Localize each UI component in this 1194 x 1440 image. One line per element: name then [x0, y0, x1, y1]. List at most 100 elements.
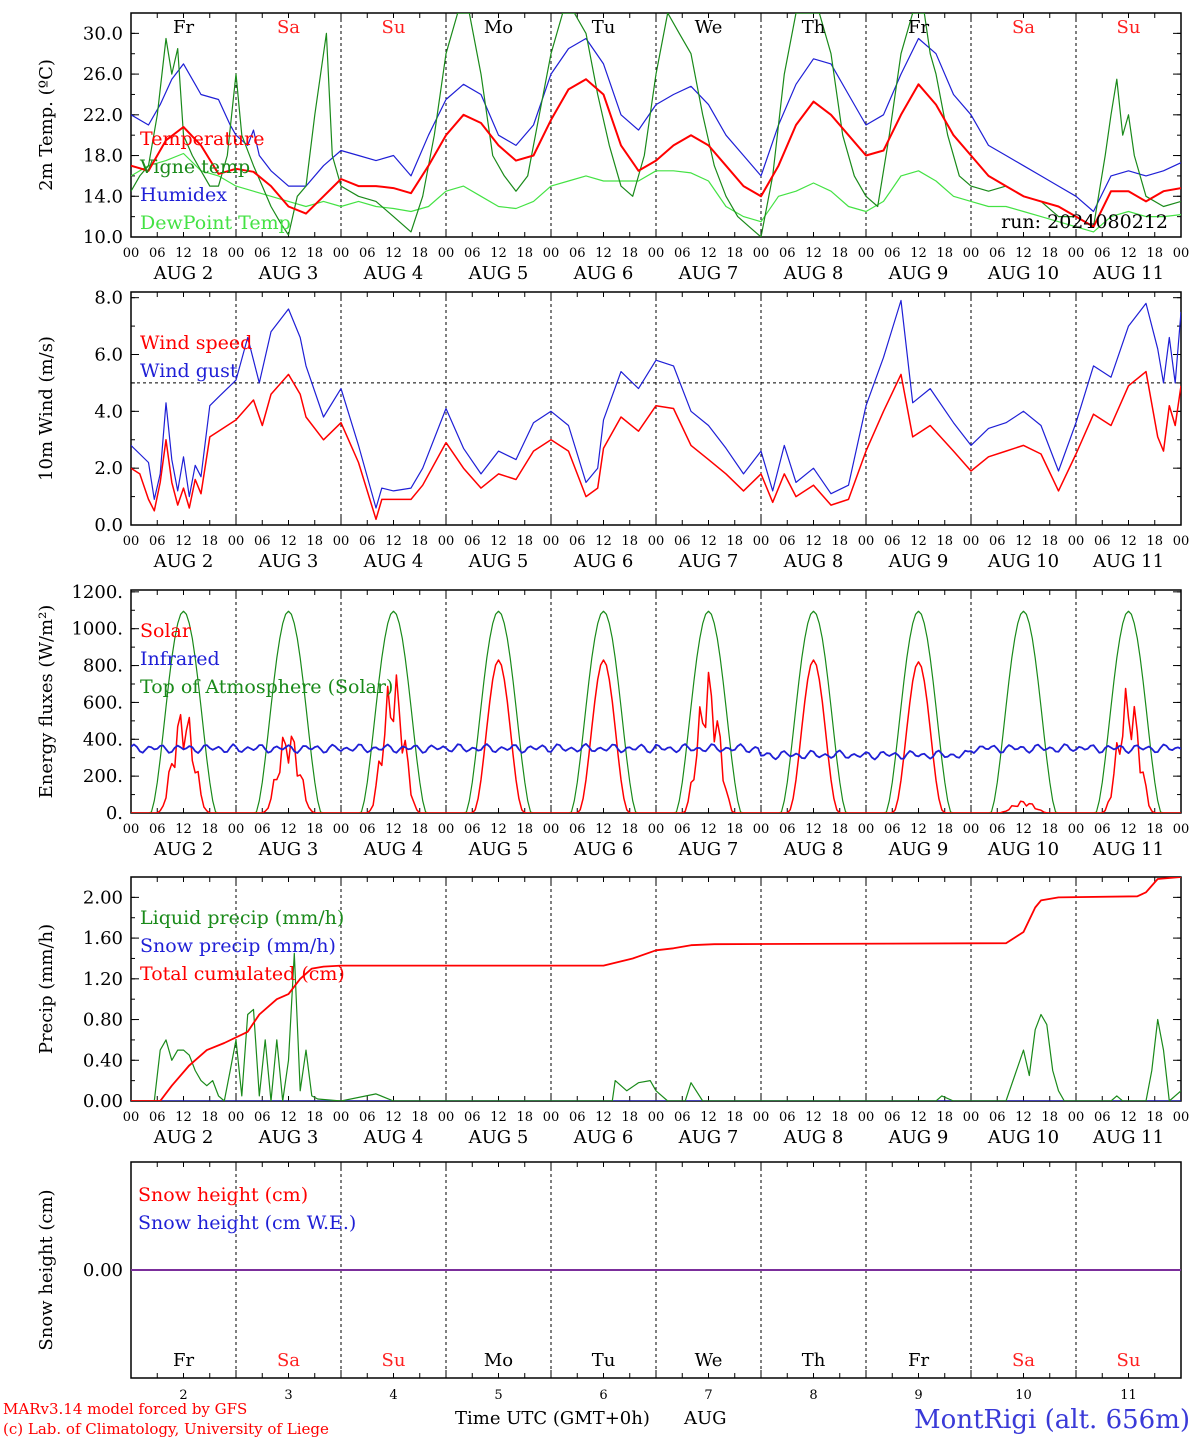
temp-hour-label: 12	[910, 246, 927, 261]
temp-hour-label: 12	[805, 246, 822, 261]
temp-hour-label: 00	[648, 246, 665, 261]
precip-ylabel: Precip (mm/h)	[36, 924, 57, 1054]
temp-ylabel: 2m Temp. (ºC)	[36, 59, 57, 191]
wind-hour-label: 12	[175, 534, 192, 549]
snow-legend-item: Snow height (cm)	[138, 1184, 308, 1206]
precip-hour-label: 18	[516, 1110, 533, 1125]
energy-ytick-label: 400.	[83, 729, 123, 750]
precip-hour-label: 00	[228, 1110, 245, 1125]
wind-hour-label: 12	[1015, 534, 1032, 549]
precip-hour-label: 06	[569, 1110, 586, 1125]
wind-hour-label: 06	[779, 534, 796, 549]
temp-hour-label: 12	[595, 246, 612, 261]
temp-legend-item: DewPoint Temp	[140, 212, 291, 234]
snow-day-name: Tu	[592, 1350, 616, 1371]
energy-hour-label: 00	[753, 822, 770, 837]
energy-hour-label: 06	[149, 822, 166, 837]
energy-hour-label: 18	[201, 822, 218, 837]
temp-day-name: Sa	[277, 17, 300, 38]
temp-date-label: AUG 5	[468, 263, 529, 284]
temp-hour-label: 18	[831, 246, 848, 261]
wind-hour-label: 00	[648, 534, 665, 549]
toa-solar-line	[131, 610, 1181, 813]
wind-date-label: AUG 4	[363, 551, 424, 572]
snow-day-name: Sa	[277, 1350, 300, 1371]
energy-hour-label: 18	[621, 822, 638, 837]
wind-date-label: AUG 3	[258, 551, 319, 572]
energy-hour-label: 06	[779, 822, 796, 837]
precip-hour-label: 12	[175, 1110, 192, 1125]
energy-hour-label: 18	[726, 822, 743, 837]
snow-ylabel: Snow height (cm)	[36, 1189, 57, 1350]
precip-date-label: AUG 2	[153, 1127, 214, 1148]
temp-hour-label: 12	[280, 246, 297, 261]
wind-hour-label: 06	[569, 534, 586, 549]
temp-hour-label: 18	[726, 246, 743, 261]
temp-date-label: AUG 6	[573, 263, 634, 284]
precip-hour-label: 18	[1041, 1110, 1058, 1125]
wind-hour-label: 12	[805, 534, 822, 549]
wind-ytick-label: 0.0	[94, 515, 123, 536]
wind-hour-label: 12	[700, 534, 717, 549]
precip-hour-label: 12	[280, 1110, 297, 1125]
snow-day-number: 4	[389, 1388, 397, 1403]
energy-hour-label: 00	[543, 822, 560, 837]
wind-legend-item: Wind gust	[140, 360, 238, 382]
energy-ytick-label: 800.	[83, 656, 123, 677]
wind-hour-label: 06	[149, 534, 166, 549]
precip-hour-label: 00	[1068, 1110, 1085, 1125]
temp-hour-label: 00	[858, 246, 875, 261]
temp-day-names: Fr Sa Su Mo Tu We Th Fr Sa Su	[173, 17, 1141, 38]
wind-hour-label: 00	[543, 534, 560, 549]
temp-hour-label: 00	[753, 246, 770, 261]
energy-legend-item: Solar	[140, 620, 192, 642]
temp-hour-label: 06	[884, 246, 901, 261]
wind-date-label: AUG 5	[468, 551, 529, 572]
wind-hour-label: 00	[963, 534, 980, 549]
precip-hour-label: 18	[411, 1110, 428, 1125]
precip-hour-label: 12	[490, 1110, 507, 1125]
precip-hour-label: 06	[989, 1110, 1006, 1125]
wind-gust-line	[131, 299, 1181, 509]
energy-date-label: AUG 8	[783, 839, 844, 860]
snow-day-name: We	[695, 1350, 723, 1371]
energy-hour-label: 18	[831, 822, 848, 837]
wind-date-label: AUG 10	[987, 551, 1059, 572]
energy-hour-label: 12	[700, 822, 717, 837]
precip-hour-label: 00	[438, 1110, 455, 1125]
wind-hour-label: 06	[254, 534, 271, 549]
temp-hour-label: 00	[543, 246, 560, 261]
temp-ytick-label: 14.0	[83, 186, 123, 207]
temp-line-dewpoint-temp	[131, 152, 1181, 233]
temp-date-label: AUG 11	[1092, 263, 1164, 284]
energy-date-label: AUG 5	[468, 839, 529, 860]
precip-ytick-label: 0.00	[83, 1091, 123, 1112]
wind-hour-label: 06	[989, 534, 1006, 549]
wind-yaxis: 0.0 2.0 4.0 6.0 8.0	[94, 288, 1181, 536]
snow-day-number: 7	[704, 1388, 712, 1403]
energy-hour-label: 06	[989, 822, 1006, 837]
snow-day-names: Fr Sa Su Mo Tu We Th Fr Sa Su	[173, 1350, 1141, 1371]
energy-hour-label: 06	[359, 822, 376, 837]
precip-hour-label: 12	[700, 1110, 717, 1125]
wind-hour-label: 18	[306, 534, 323, 549]
temp-day-name: Fr	[173, 17, 194, 38]
precip-legend-item: Liquid precip (mm/h)	[140, 907, 344, 929]
temp-hour-label: 06	[359, 246, 376, 261]
temp-line-temperature	[131, 78, 1181, 228]
temp-hour-label: 18	[516, 246, 533, 261]
wind-hour-label: 18	[1146, 534, 1163, 549]
energy-hour-label: 00	[123, 822, 140, 837]
snow-legend-item: Snow height (cm W.E.)	[138, 1212, 356, 1234]
wind-hour-label: 00	[858, 534, 875, 549]
temp-day-name: Sa	[1012, 17, 1035, 38]
temp-hour-label: 18	[1041, 246, 1058, 261]
energy-border	[130, 589, 1182, 814]
temp-line-vigne-temp	[131, 13, 1181, 237]
snow-day-numbers: 2 3 4 5 6 7 8 9 10 11	[179, 1388, 1136, 1403]
energy-date-label: AUG 11	[1092, 839, 1164, 860]
energy-ytick-label: 600.	[83, 692, 123, 713]
snow-legend: Snow height (cm) Snow height (cm W.E.)	[138, 1184, 356, 1234]
energy-date-label: AUG 3	[258, 839, 319, 860]
temp-day-name: Th	[802, 17, 826, 38]
